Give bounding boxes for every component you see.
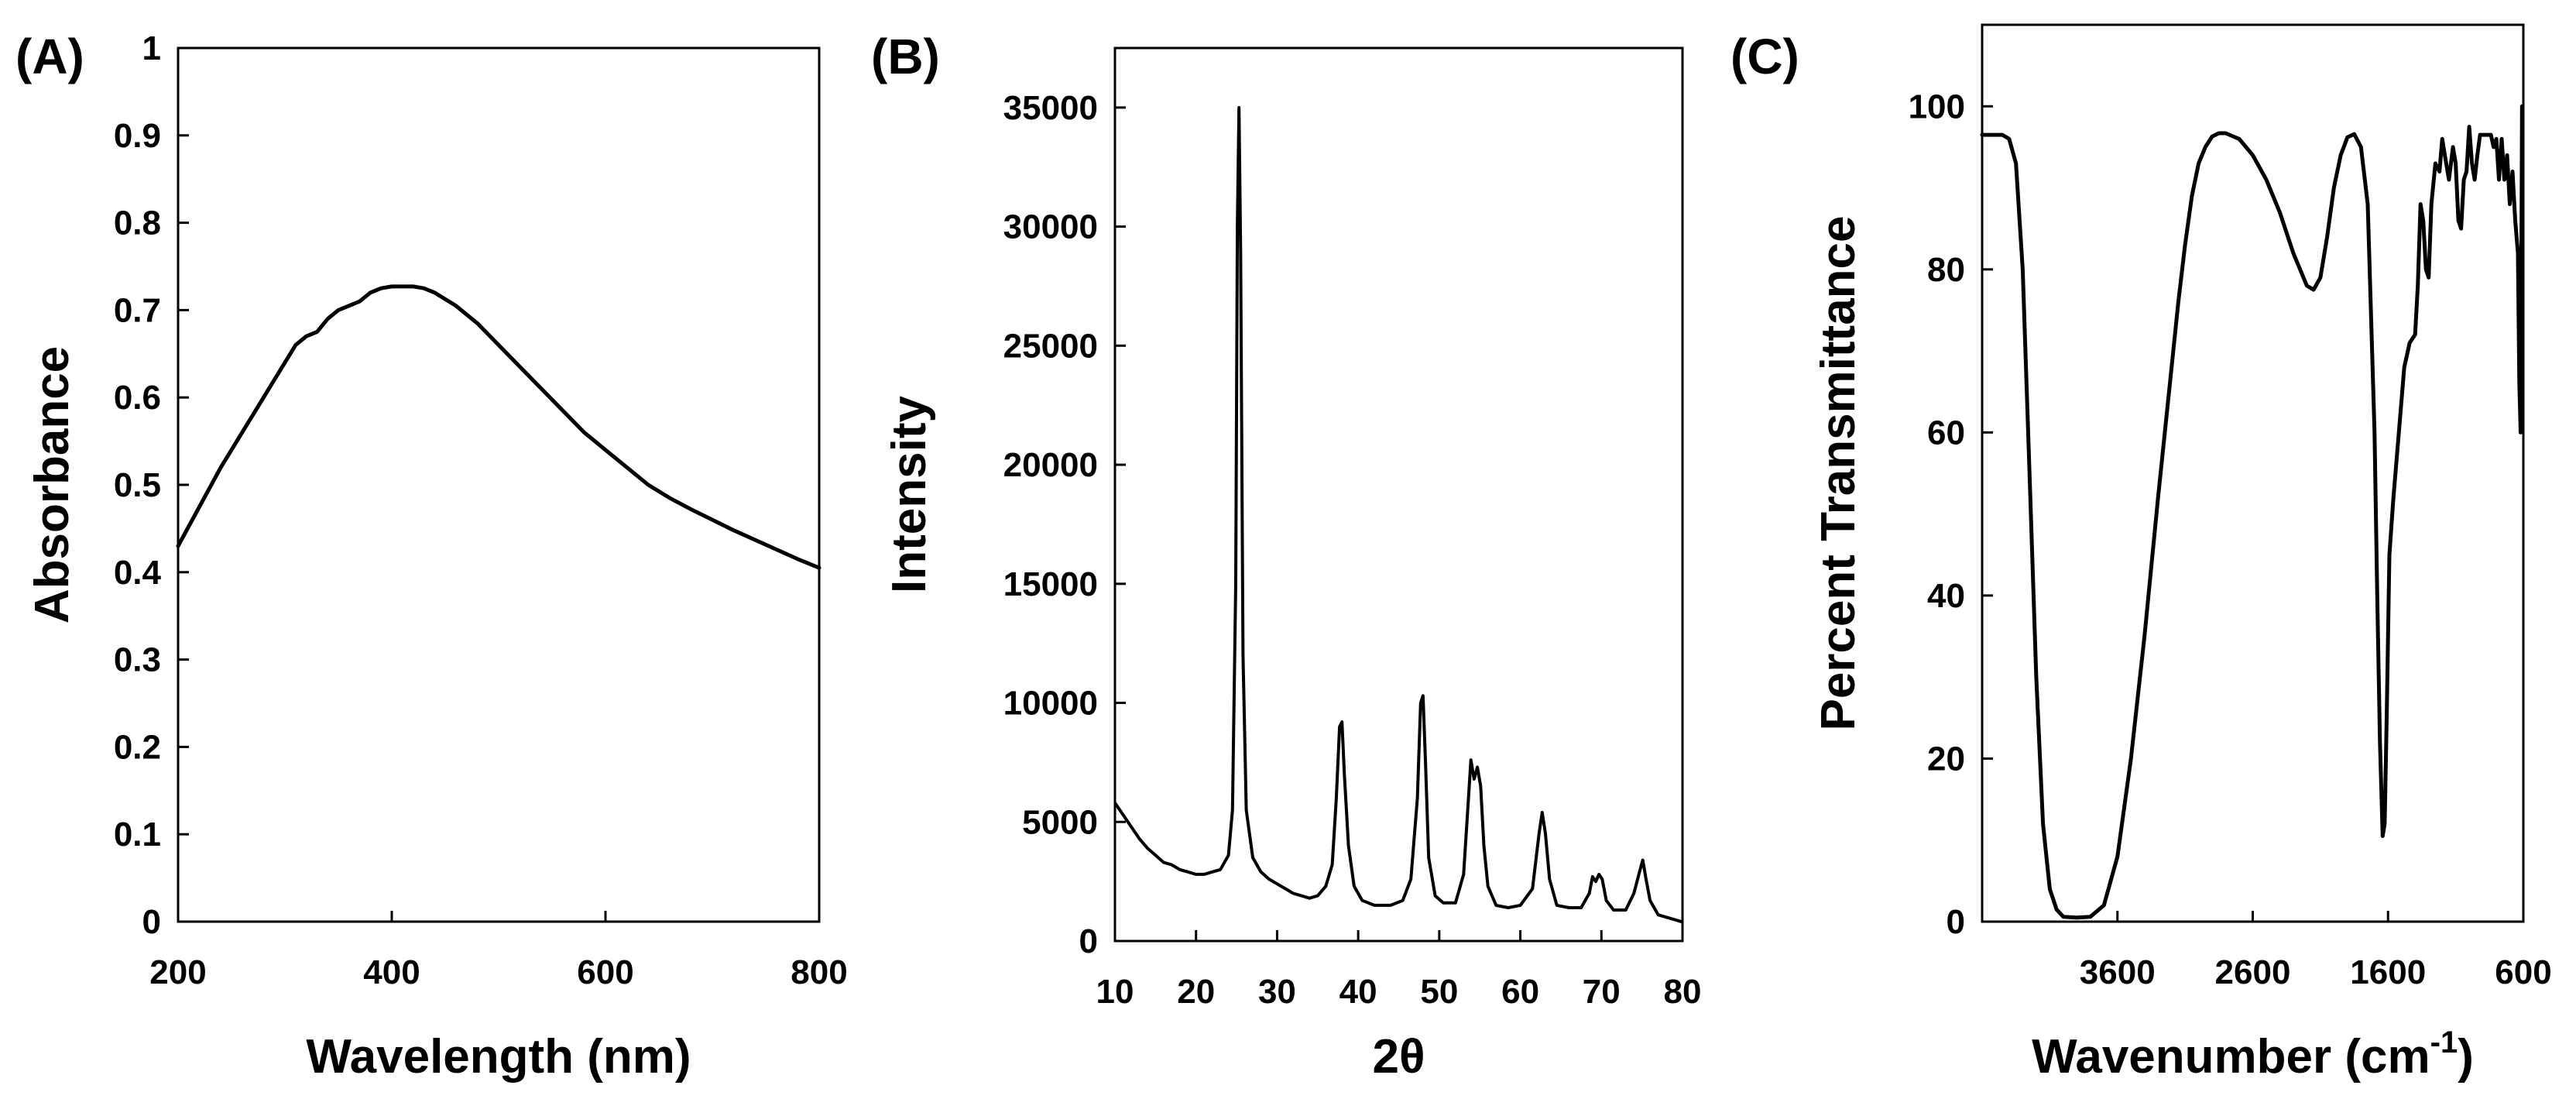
y-tick-label: 35000 [1003, 89, 1098, 127]
panel-label: (A) [15, 29, 84, 84]
y-tick-label: 25000 [1003, 327, 1098, 365]
plot-frame [177, 46, 821, 923]
x-tick-label: 30 [1258, 973, 1296, 1011]
y-tick-label: 0.8 [114, 204, 161, 242]
series-line [1980, 104, 2524, 920]
y-tick-label: 0.1 [114, 816, 161, 853]
x-tick-label: 1600 [2350, 953, 2426, 991]
x-tick-label: 3600 [2080, 953, 2156, 991]
y-tick-label: 0.9 [114, 117, 161, 155]
x-tick-label: 800 [791, 953, 847, 991]
x-tick-label: 40 [1339, 973, 1377, 1011]
y-tick-label: 60 [1927, 414, 1965, 452]
plot-frame [1113, 46, 1684, 943]
x-axis-title-text: Wavelength (nm) [306, 1030, 691, 1084]
x-axis-title-text: 2θ [1373, 1030, 1425, 1084]
x-tick-label: 60 [1501, 973, 1539, 1011]
panel-b: (B) 0 5000 10000 15000 20000 25000 30000 35000 10… [871, 29, 1701, 1084]
y-tick-label: 5000 [1022, 803, 1098, 841]
y-tick-label: 100 [1909, 88, 1965, 125]
x-tick-label: 600 [577, 953, 633, 991]
panel-a: (A) 0 0.1 0.2 0.3 0.4 0.5 0.6 0.7 0.8 0.9 1 200 400 60… [15, 29, 848, 1084]
y-tick-label: 0.5 [114, 466, 161, 504]
y-tick-label: 0 [1079, 922, 1098, 960]
x-axis-title-close: ) [2458, 1030, 2474, 1084]
y-tick-label: 0.6 [114, 379, 161, 417]
y-tick-label: 0.7 [114, 291, 161, 329]
y-axis-title: Intensity [883, 396, 936, 593]
y-tick-label: 0 [142, 903, 161, 941]
x-axis-title: 2θ [1373, 1030, 1425, 1084]
y-tick-label: 10000 [1003, 685, 1098, 723]
x-tick-label: 200 [149, 953, 206, 991]
y-tick-label: 30000 [1003, 208, 1098, 246]
y-tick-label: 0 [1947, 903, 1965, 941]
y-tick-label: 40 [1927, 577, 1965, 615]
x-axis-title-text: Wavenumber (cm [2032, 1030, 2430, 1084]
x-axis-title: Wavelength (nm) [306, 1030, 691, 1084]
x-tick-label: 600 [2495, 953, 2551, 991]
y-axis-title: Percent Transmittance [1812, 215, 1865, 730]
y-tick-label: 20 [1927, 740, 1965, 778]
y-tick-label: 20000 [1003, 446, 1098, 484]
x-tick-label: 10 [1096, 973, 1134, 1011]
x-axis-title: Wavenumber (cm-1) [2032, 1025, 2474, 1084]
y-tick-label: 0.2 [114, 728, 161, 766]
panel-label: (B) [871, 29, 940, 84]
y-axis-title: Absorbance [26, 346, 79, 623]
x-tick-label: 80 [1664, 973, 1702, 1011]
x-tick-label: 50 [1420, 973, 1458, 1011]
x-tick-label: 20 [1177, 973, 1215, 1011]
panel-c: (C) 0 20 40 60 80 100 3600 2600 1600 600 Percent Tr… [1730, 23, 2552, 1084]
series-line [1113, 105, 1683, 924]
x-tick-label: 400 [363, 953, 420, 991]
x-tick-label: 70 [1583, 973, 1621, 1011]
y-tick-label: 1 [142, 29, 161, 67]
series-line [176, 284, 822, 570]
y-tick-label: 15000 [1003, 565, 1098, 603]
y-tick-label: 0.3 [114, 641, 161, 679]
y-tick-label: 80 [1927, 251, 1965, 289]
panel-label: (C) [1730, 29, 1799, 84]
x-tick-label: 2600 [2215, 953, 2291, 991]
y-tick-label: 0.4 [114, 554, 162, 592]
x-axis-title-superscript: -1 [2430, 1025, 2458, 1060]
